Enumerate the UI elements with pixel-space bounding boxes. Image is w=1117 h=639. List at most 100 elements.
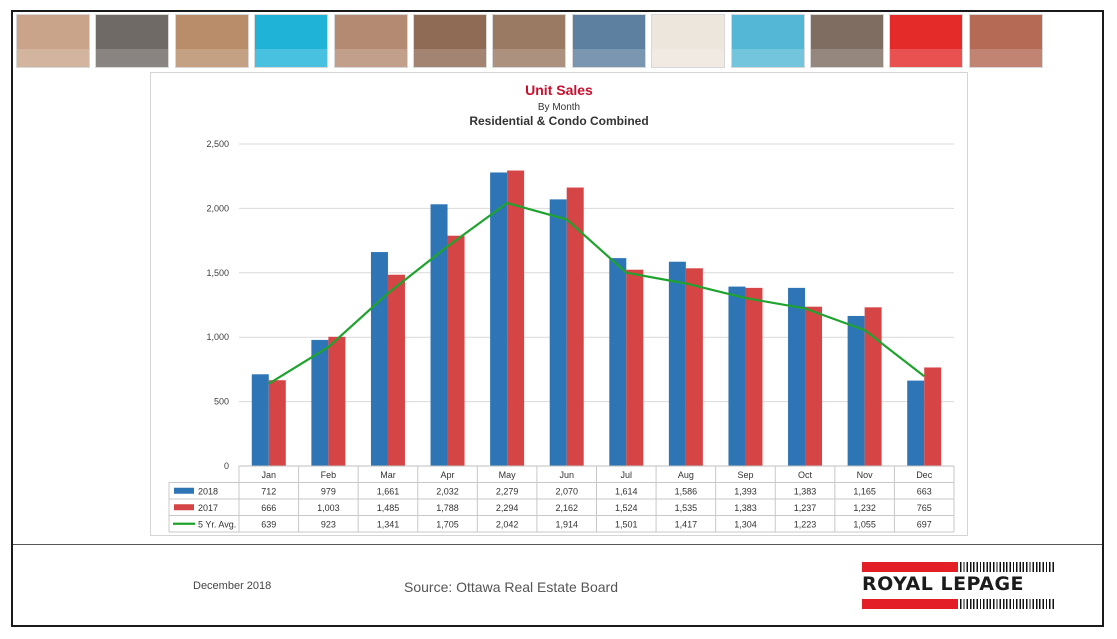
- bar-2017-may: [507, 170, 525, 466]
- legend-key-2017: [174, 504, 194, 511]
- data-label: 1,341: [377, 519, 400, 529]
- data-label: 639: [261, 519, 276, 529]
- x-tick-label: Aug: [678, 470, 694, 480]
- x-tick-label: Mar: [380, 470, 396, 480]
- y-tick-label: 2,500: [206, 139, 229, 149]
- banner-photo: [651, 14, 726, 68]
- banner-photo: [413, 14, 487, 68]
- data-label: 1,232: [853, 503, 876, 513]
- data-label: 1,614: [615, 486, 638, 496]
- bar-2018-mar: [370, 252, 388, 466]
- banner-photo: [571, 14, 646, 68]
- data-label: 697: [917, 519, 932, 529]
- x-tick-label: Nov: [857, 470, 874, 480]
- data-label: 2,032: [436, 486, 459, 496]
- data-label: 1,237: [794, 503, 817, 513]
- bar-2018-may: [490, 172, 508, 467]
- banner-photo: [889, 14, 964, 68]
- y-tick-label: 1,000: [206, 332, 229, 342]
- banner-photo: [730, 14, 805, 68]
- footer-divider: [13, 544, 1102, 545]
- bar-2017-aug: [685, 268, 703, 466]
- chart-panel: Unit Sales By Month Residential & Condo …: [150, 72, 968, 536]
- legend-label: 2018: [198, 486, 218, 496]
- bar-2018-nov: [847, 315, 865, 466]
- data-label: 1,393: [734, 486, 757, 496]
- data-label: 1,586: [675, 486, 698, 496]
- logo-wordmark: ROYAL LEPAGE: [862, 573, 1025, 595]
- logo-bar-bottom: [862, 599, 958, 609]
- x-tick-label: Dec: [916, 470, 933, 480]
- banner-photo: [810, 14, 884, 68]
- data-label: 1,383: [794, 486, 817, 496]
- data-label: 923: [321, 519, 336, 529]
- bar-2018-feb: [311, 339, 329, 466]
- x-tick-label: Feb: [321, 470, 337, 480]
- data-label: 1,501: [615, 519, 638, 529]
- data-label: 2,042: [496, 519, 519, 529]
- data-label: 663: [917, 486, 932, 496]
- chart-title: Unit Sales: [525, 82, 593, 98]
- bar-2018-jun: [549, 199, 567, 466]
- chart-subtitle-2: Residential & Condo Combined: [469, 114, 648, 128]
- data-label: 765: [917, 503, 932, 513]
- banner-photo: [968, 14, 1043, 68]
- data-label: 1,524: [615, 503, 638, 513]
- logo-ticks-top: [960, 562, 1054, 572]
- legend-label: 5 Yr. Avg.: [198, 519, 236, 529]
- data-label: 2,279: [496, 486, 519, 496]
- bar-2018-apr: [430, 204, 448, 467]
- banner-photo: [254, 14, 329, 68]
- bar-2018-sep: [728, 286, 746, 466]
- x-tick-label: Apr: [441, 470, 455, 480]
- data-label: 1,417: [675, 519, 698, 529]
- x-tick-label: Sep: [737, 470, 753, 480]
- bar-2017-jan: [268, 380, 286, 466]
- x-tick-label: May: [499, 470, 517, 480]
- x-tick-label: Oct: [798, 470, 813, 480]
- x-tick-label: Jun: [559, 470, 574, 480]
- legend-label: 2017: [198, 503, 218, 513]
- footer-source: Source: Ottawa Real Estate Board: [404, 579, 618, 595]
- data-label: 1,223: [794, 519, 817, 529]
- bar-2018-aug: [668, 261, 686, 466]
- data-label: 1,055: [853, 519, 876, 529]
- legend-key-2018: [174, 487, 194, 494]
- data-label: 1,485: [377, 503, 400, 513]
- data-label: 1,383: [734, 503, 757, 513]
- data-label: 1,705: [436, 519, 459, 529]
- data-label: 2,162: [555, 503, 578, 513]
- bar-2017-jun: [566, 187, 584, 466]
- data-label: 712: [261, 486, 276, 496]
- y-tick-label: 2,000: [206, 203, 229, 213]
- data-label: 1,003: [317, 503, 340, 513]
- bar-2017-oct: [805, 306, 823, 466]
- bar-2017-nov: [864, 307, 882, 466]
- data-label: 2,070: [555, 486, 578, 496]
- chart-subtitle: By Month: [538, 102, 580, 113]
- banner-photo: [95, 14, 170, 68]
- data-label: 1,661: [377, 486, 400, 496]
- data-label: 2,294: [496, 503, 519, 513]
- data-label: 1,165: [853, 486, 876, 496]
- data-label: 1,788: [436, 503, 459, 513]
- x-tick-label: Jan: [262, 470, 277, 480]
- bar-2017-dec: [924, 367, 942, 466]
- bar-2017-apr: [447, 235, 465, 466]
- bar-2018-jul: [609, 258, 627, 466]
- bar-2017-mar: [387, 274, 405, 466]
- bar-2018-dec: [907, 380, 925, 466]
- y-tick-label: 0: [224, 461, 229, 471]
- data-label: 1,535: [675, 503, 698, 513]
- bar-2018-oct: [788, 287, 806, 466]
- data-label: 979: [321, 486, 336, 496]
- x-tick-label: Jul: [621, 470, 633, 480]
- y-tick-label: 500: [214, 397, 229, 407]
- footer-date: December 2018: [193, 580, 272, 592]
- line-5yr-avg: [268, 201, 925, 385]
- royal-lepage-logo: ROYAL LEPAGE: [862, 562, 1054, 610]
- banner-photo: [16, 14, 90, 68]
- banner-photo: [333, 14, 408, 68]
- logo-ticks-bottom: [960, 599, 1054, 609]
- photo-banner: [16, 14, 1052, 70]
